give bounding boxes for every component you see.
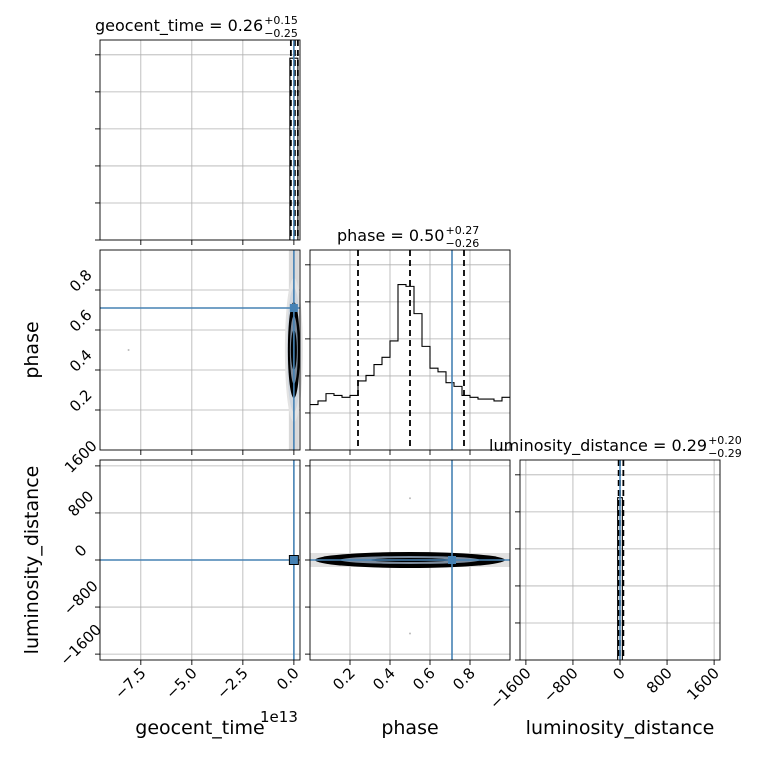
x-tick-label: −7.5	[111, 664, 149, 702]
truth-point	[448, 556, 456, 564]
truth-point	[289, 304, 298, 312]
truth-point	[289, 556, 298, 564]
panel-title-lower-error: −0.26	[445, 237, 479, 250]
sample-point	[409, 632, 411, 635]
panel-title-upper-error: +0.20	[708, 434, 742, 447]
x-axis-label-luminosity-distance: luminosity_distance	[526, 717, 715, 739]
y-tick-label: 800	[64, 487, 97, 520]
y-tick-label: 0.6	[66, 306, 96, 336]
phase-histogram	[310, 283, 510, 406]
y-axis-label-phase: phase	[21, 321, 43, 378]
y-tick-label: 1600	[61, 437, 101, 477]
x-tick-label: −1600	[486, 664, 535, 713]
x-tick-label: 0.6	[409, 664, 439, 694]
x-tick-label: 0.0	[273, 664, 303, 694]
panel-title-upper-error: +0.27	[445, 224, 479, 237]
panel-title: luminosity_distance = 0.29	[489, 436, 707, 456]
y-tick-label: 0.4	[66, 346, 96, 376]
panel-title-lower-error: −0.25	[264, 27, 298, 40]
x-tick-label: 0.8	[449, 664, 479, 694]
panel-phase-hist	[309, 249, 511, 451]
x-tick-label: 800	[643, 664, 676, 697]
x-tick-label: −2.5	[213, 664, 251, 702]
panel-title-upper-error: +0.15	[264, 14, 298, 27]
y-axis-label-luminosity-distance: luminosity_distance	[21, 466, 43, 655]
axis-offset-label: 1e13	[260, 708, 298, 726]
y-tick-label: −1600	[57, 621, 106, 670]
panel-phase-vs-geocent-time	[99, 249, 301, 451]
sample-point	[127, 349, 130, 351]
y-tick-label: 0.2	[66, 386, 96, 416]
x-tick-label: 0.4	[369, 664, 399, 694]
x-axis-label-phase: phase	[381, 717, 438, 739]
panel-geocent-time-hist	[99, 39, 301, 241]
panel-title: phase = 0.50	[337, 226, 444, 245]
x-tick-label: 1600	[683, 664, 723, 704]
sample-point	[409, 497, 411, 500]
y-tick-label: 0.8	[66, 266, 96, 296]
panel-title-lower-error: −0.29	[708, 447, 742, 460]
x-tick-label: −800	[540, 664, 582, 706]
panel-title: geocent_time = 0.26	[95, 16, 263, 36]
y-tick-label: 0	[71, 541, 90, 560]
x-axis-label-geocent-time: geocent_time	[135, 717, 264, 739]
y-tick-label: −800	[60, 577, 102, 619]
x-tick-label: −5.0	[162, 664, 200, 702]
x-tick-label: 0.2	[329, 664, 359, 694]
x-tick-label: 0	[609, 664, 628, 683]
